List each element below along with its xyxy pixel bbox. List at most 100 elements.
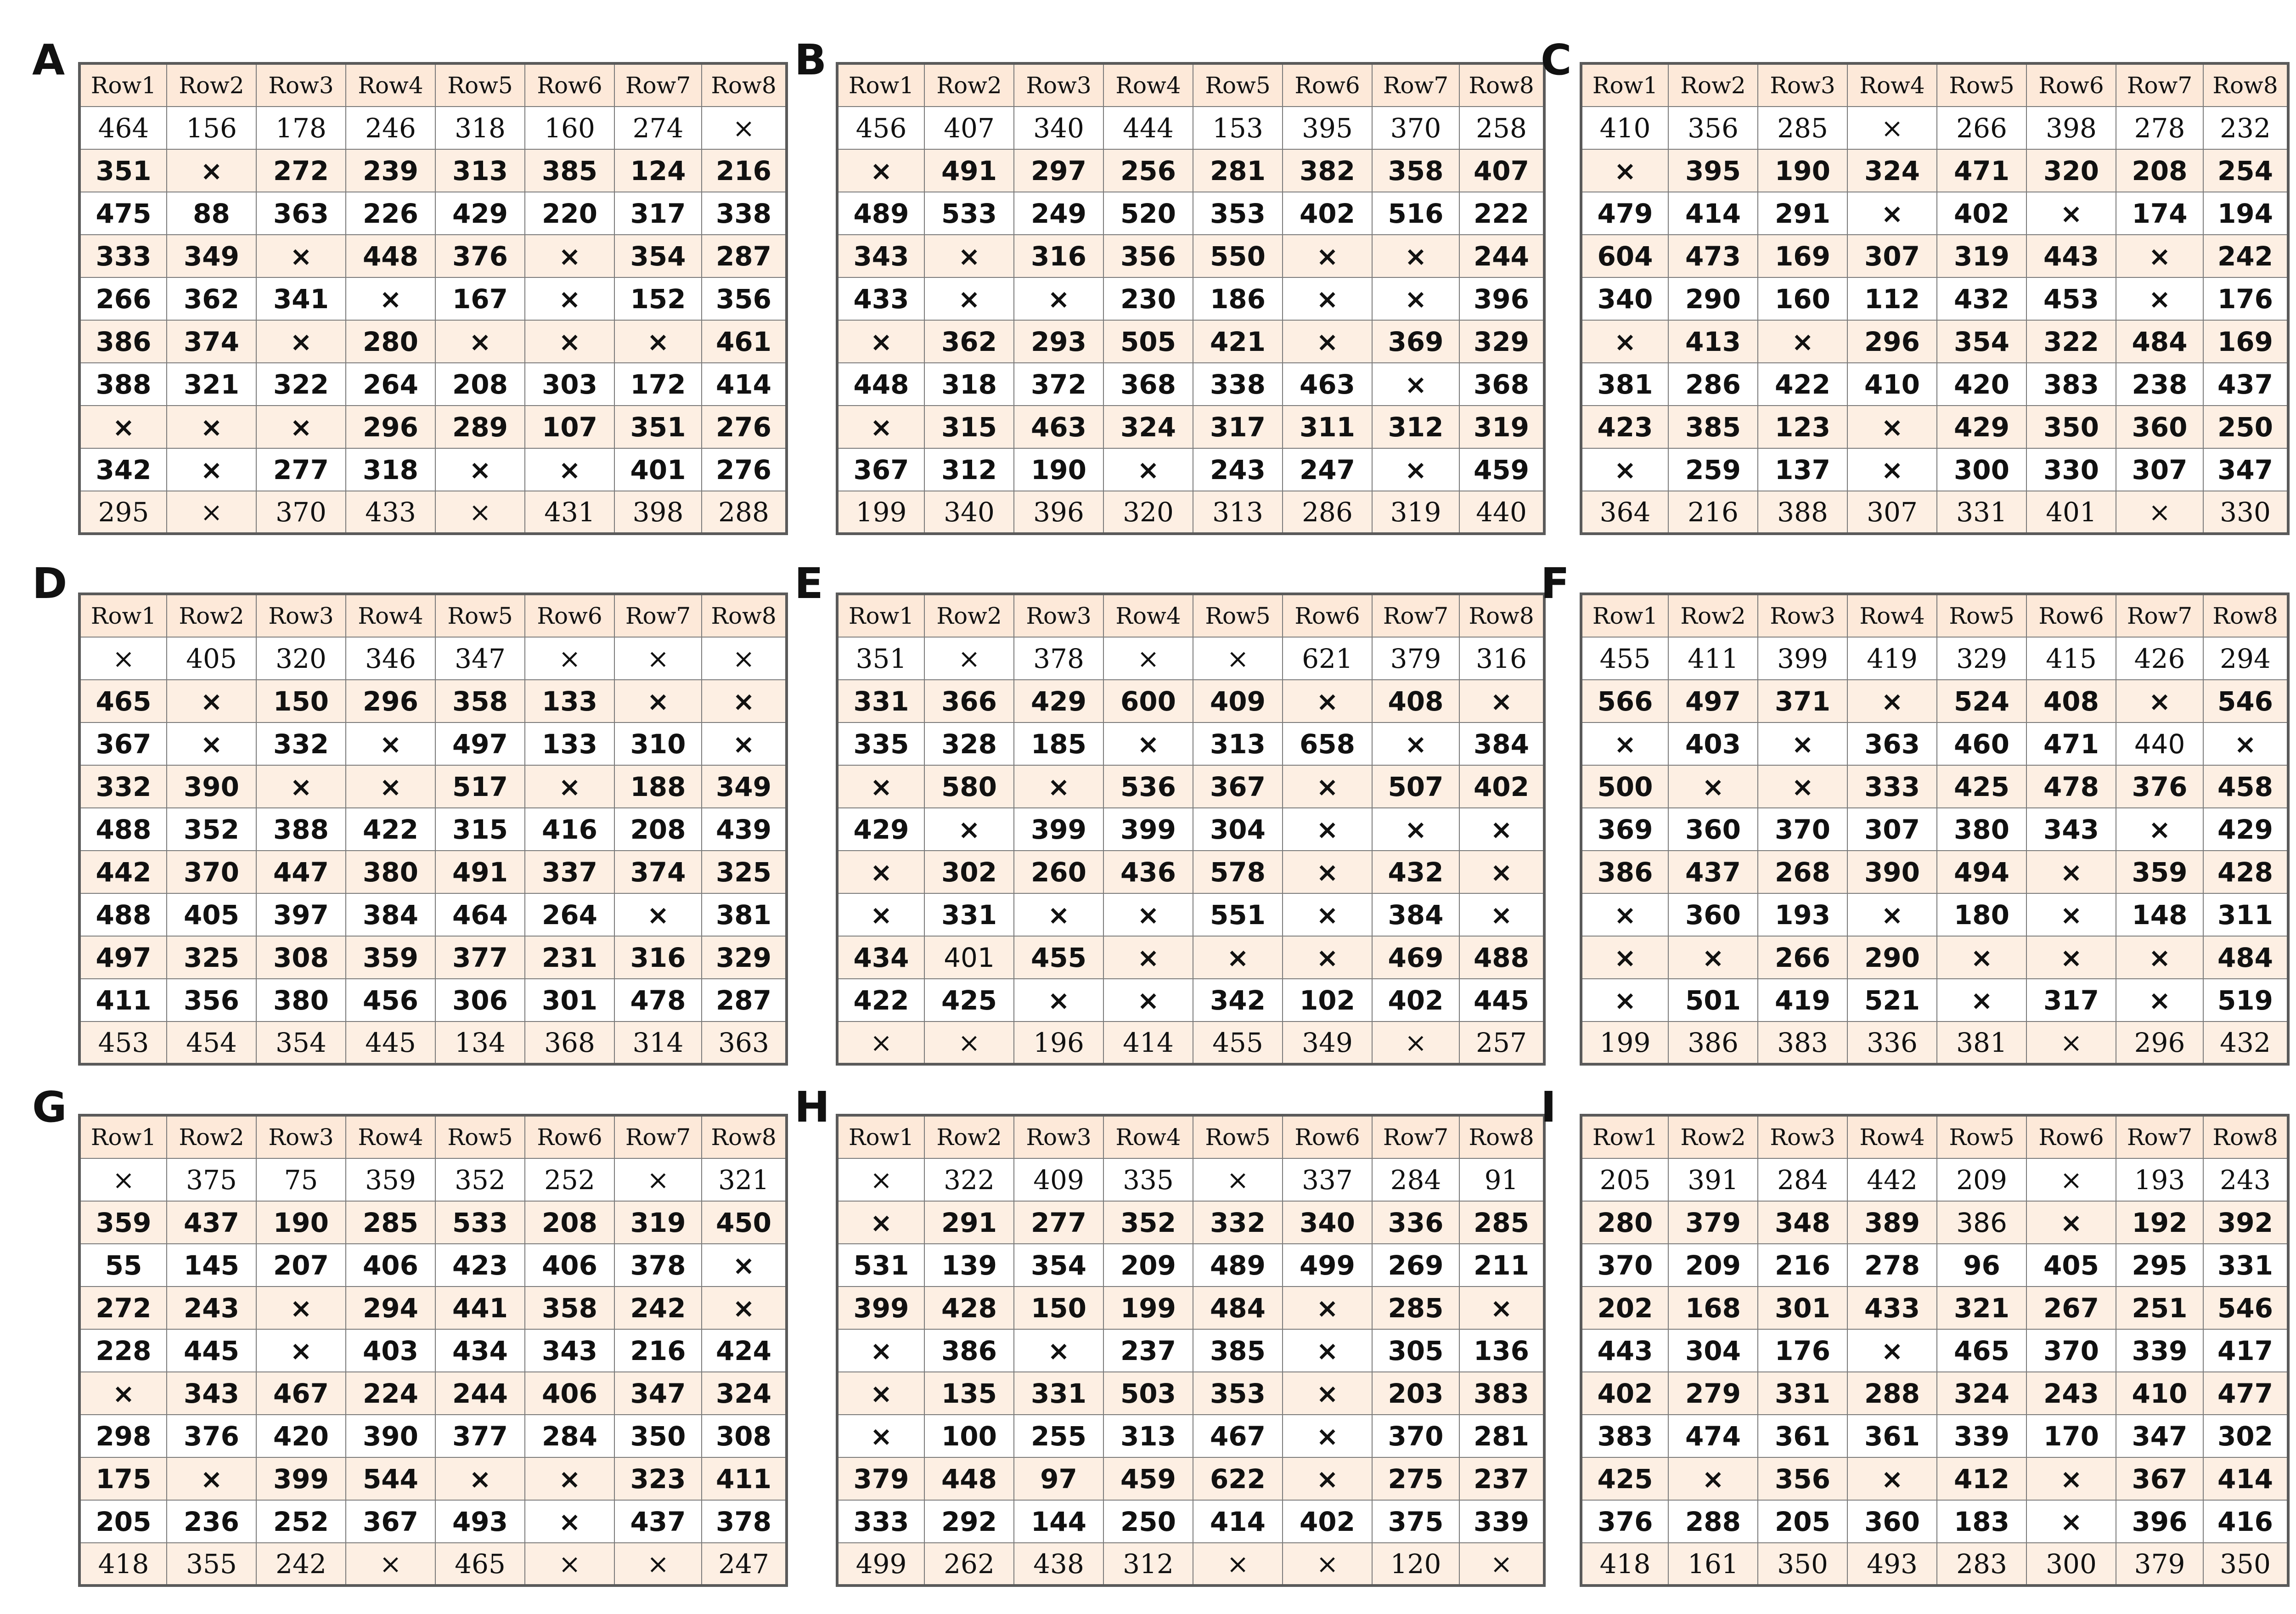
table-cell: ×: [1847, 679, 1937, 723]
table-cell: 314: [614, 1021, 702, 1065]
table-cell: 604: [1581, 234, 1669, 278]
table-cell: 429: [435, 192, 525, 235]
table-cell: 136: [1459, 1329, 1545, 1372]
table-row: × 362 293 505 421 × 369 329: [837, 320, 1545, 363]
table-cell: 356: [1757, 1457, 1848, 1501]
table-cell: 284: [524, 1414, 615, 1458]
table-cell: 408: [2026, 679, 2116, 723]
table-cell: 318: [435, 106, 525, 150]
table-cell: ×: [2026, 1457, 2116, 1501]
table-cell: 325: [166, 936, 257, 979]
table-cell: 399: [1103, 807, 1193, 851]
table-cell: 384: [345, 893, 436, 937]
table-row: × 343 467 224 244 406 347 324: [79, 1371, 787, 1415]
table-cell: 546: [2203, 679, 2289, 723]
table-row: 566 497 371 × 524 408 × 546: [1581, 679, 2289, 723]
table-cell: 324: [1847, 149, 1937, 192]
table-cell: 519: [2203, 978, 2289, 1022]
table-cell: 505: [1103, 320, 1193, 363]
table-cell: 461: [701, 320, 787, 363]
table-cell: 484: [2203, 936, 2289, 979]
table-cell: 471: [1936, 149, 2027, 192]
table-cell: 338: [701, 192, 787, 235]
table-cell: 362: [924, 320, 1014, 363]
table-cell: 243: [1193, 448, 1283, 491]
table-cell: 333: [79, 234, 167, 278]
table-cell: ×: [837, 405, 925, 449]
table-cell: 352: [435, 1158, 525, 1202]
table-cell: 322: [924, 1158, 1014, 1202]
table-row: 340 290 160 112 432 453 × 176: [1581, 277, 2289, 321]
column-header: Row5: [435, 1115, 525, 1159]
table-cell: 75: [256, 1158, 346, 1202]
table-cell: 259: [1668, 448, 1758, 491]
table-cell: 175: [79, 1457, 167, 1501]
table-cell: 423: [435, 1243, 525, 1287]
table-e: Row1 Row2 Row3 Row4 Row5 Row6 Row7 Row8 351 × 378 ×…: [836, 593, 1546, 1066]
table-cell: 464: [79, 106, 167, 150]
column-header: Row7: [2116, 63, 2204, 107]
table-cell: 224: [345, 1371, 436, 1415]
table-cell: 331: [924, 893, 1014, 937]
table-cell: 192: [2116, 1201, 2204, 1244]
table-cell: 414: [1103, 1021, 1193, 1065]
table-cell: 347: [614, 1371, 702, 1415]
table-cell: 465: [79, 679, 167, 723]
table-cell: 363: [701, 1021, 787, 1065]
table-cell: ×: [79, 1371, 167, 1415]
table-cell: 516: [1372, 192, 1460, 235]
table-cell: ×: [345, 1542, 436, 1586]
column-header: Row3: [1757, 593, 1848, 638]
table-cell: 209: [1668, 1243, 1758, 1287]
table-cell: 464: [435, 893, 525, 937]
table-cell: ×: [837, 1158, 925, 1202]
table-cell: 337: [524, 850, 615, 894]
table-cell: 376: [166, 1414, 257, 1458]
table-cell: 102: [1282, 978, 1373, 1022]
table-cell: 350: [2026, 405, 2116, 449]
panel-label-i: I: [1541, 1083, 1557, 1132]
table-cell: 379: [837, 1457, 925, 1501]
table-row: 422 425 × × 342 102 402 445: [837, 978, 1545, 1022]
table-cell: 370: [1372, 106, 1460, 150]
table-cell: 199: [1581, 1021, 1669, 1065]
table-row: 351 × 378 × × 621 379 316: [837, 637, 1545, 680]
table-cell: 422: [1757, 362, 1848, 406]
column-header: Row5: [435, 63, 525, 107]
panel-label-g: G: [32, 1083, 67, 1132]
table-cell: ×: [1847, 106, 1937, 150]
table-cell: 420: [256, 1414, 346, 1458]
table-cell: ×: [2026, 1021, 2116, 1065]
table-cell: 503: [1103, 1371, 1193, 1415]
table-cell: 456: [837, 106, 925, 150]
table-cell: 402: [1581, 1371, 1669, 1415]
table-cell: 172: [614, 362, 702, 406]
table-row: 448 318 372 368 338 463 × 368: [837, 362, 1545, 406]
table-cell: 55: [79, 1243, 167, 1287]
table-cell: 289: [435, 405, 525, 449]
column-header: Row7: [2116, 1115, 2204, 1159]
table-row: 418 161 350 493 283 300 379 350: [1581, 1542, 2289, 1586]
table-cell: 546: [2203, 1286, 2289, 1330]
column-header: Row5: [435, 593, 525, 638]
table-cell: 390: [1847, 850, 1937, 894]
table-cell: ×: [1372, 807, 1460, 851]
table-cell: 349: [166, 234, 257, 278]
table-cell: 388: [1757, 491, 1848, 534]
table-cell: 194: [2203, 192, 2289, 235]
table-cell: 207: [256, 1243, 346, 1287]
table-cell: ×: [614, 1542, 702, 1586]
column-header: Row6: [1282, 1115, 1373, 1159]
table-cell: 389: [1847, 1201, 1937, 1244]
table-cell: 340: [924, 491, 1014, 534]
table-cell: ×: [614, 637, 702, 680]
panel-label-e: E: [794, 559, 823, 608]
panel-label-h: H: [794, 1083, 830, 1132]
table-cell: 267: [2026, 1286, 2116, 1330]
table-cell: ×: [435, 320, 525, 363]
table-cell: 368: [1103, 362, 1193, 406]
table-cell: 440: [2116, 722, 2204, 766]
table-cell: 347: [2116, 1414, 2204, 1458]
column-header: Row7: [1372, 63, 1460, 107]
table-cell: 199: [1103, 1286, 1193, 1330]
